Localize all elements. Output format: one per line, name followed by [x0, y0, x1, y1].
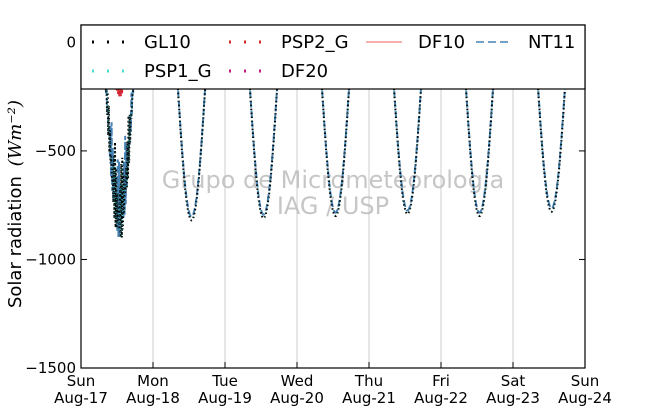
legend-label-nt11: NT11: [528, 32, 575, 53]
legend-label-psp1-g: PSP1_G: [144, 61, 212, 82]
x-tick-date: Aug-21: [342, 389, 396, 407]
series-nt11: [513, 41, 585, 210]
legend-label-df20: DF20: [281, 61, 328, 82]
series-gl10: [369, 41, 441, 216]
y-axis-label: Solar radiation (Wm⁻²): [5, 100, 26, 308]
x-tick-day: Fri: [432, 372, 450, 390]
series-psp1-g: [369, 42, 441, 215]
series-nt11: [369, 41, 441, 212]
y-tick-label: −1500: [25, 359, 76, 377]
x-tick-date: Aug-24: [558, 389, 612, 407]
series-gl10: [153, 41, 225, 222]
legend-box: [80, 24, 586, 90]
series-gl10: [81, 41, 153, 238]
series-gl10: [513, 41, 585, 213]
x-tick-day: Mon: [137, 372, 169, 390]
series-psp1-g: [513, 42, 585, 213]
series-gl10: [297, 41, 369, 218]
watermark-line-1: Grupo de Micrometeorologia: [162, 166, 504, 194]
y-tick-label: −500: [35, 142, 76, 160]
legend: GL10 PSP1_G PSP2_G DF20 DF10 NT11: [80, 24, 586, 90]
x-tick-day: Sat: [501, 372, 526, 390]
x-tick-date: Aug-17: [54, 389, 108, 407]
legend-label-df10: DF10: [418, 32, 465, 53]
legend-label-psp2-g: PSP2_G: [281, 32, 349, 53]
x-tick-date: Aug-20: [270, 389, 324, 407]
watermark: Grupo de Micrometeorologia IAG / USP: [162, 166, 504, 220]
x-tick-date: Aug-18: [126, 389, 180, 407]
x-tick-date: Aug-23: [486, 389, 540, 407]
legend-label-gl10: GL10: [144, 32, 191, 53]
x-tick-day: Wed: [281, 372, 314, 390]
x-tick-day: Thu: [354, 372, 383, 390]
x-tick-date: Aug-22: [414, 389, 468, 407]
y-tick-label: −1000: [25, 250, 76, 268]
x-tick-day: Sun: [571, 372, 600, 390]
x-axis: SunAug-17MonAug-18TueAug-19WedAug-20ThuA…: [54, 362, 612, 407]
y-tick-label: 0: [66, 33, 76, 51]
x-tick-day: Sun: [67, 372, 96, 390]
x-tick-date: Aug-19: [198, 389, 252, 407]
series-gl10: [441, 41, 513, 218]
y-axis: 0 −500 −1000 −1500: [25, 33, 585, 377]
x-tick-day: Tue: [211, 372, 238, 390]
